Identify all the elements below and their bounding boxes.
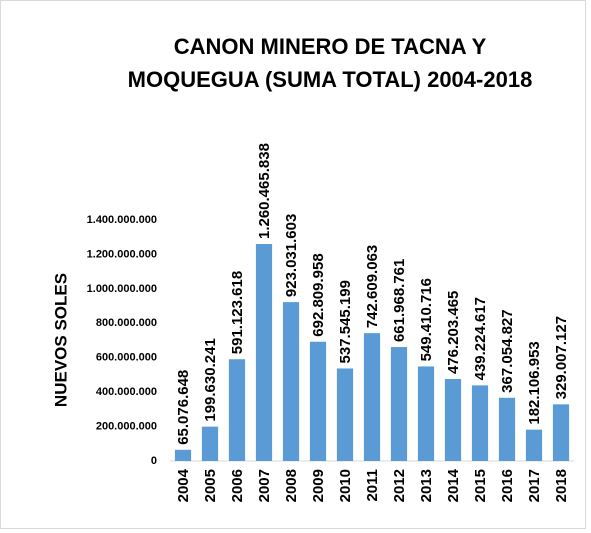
x-tick-label: 2012: [391, 469, 408, 502]
y-tick-label: 1.400.000.000: [87, 214, 157, 226]
chart-title: CANON MINERO DE TACNA Y MOQUEGUA (SUMA T…: [127, 34, 533, 92]
bar: [228, 359, 246, 461]
data-label: 367.054.827: [499, 309, 516, 392]
bar: [201, 426, 219, 461]
x-tick-label: 2008: [283, 469, 300, 502]
data-label: 591.123.618: [229, 271, 246, 354]
y-tick-label: 200.000.000: [96, 420, 157, 432]
x-tick-label: 2016: [499, 469, 516, 502]
x-tick-label: 2004: [175, 468, 192, 502]
data-label: 329.007.127: [553, 316, 570, 399]
bar: [309, 341, 327, 461]
y-tick-label: 600.000.000: [96, 352, 157, 364]
data-label: 923.031.603: [283, 214, 300, 297]
bar: [525, 429, 543, 461]
x-tick-label: 2014: [445, 468, 462, 502]
x-tick-label: 2009: [310, 469, 327, 502]
data-label: 182.106.953: [526, 341, 543, 424]
x-tick-label: 2018: [553, 469, 570, 502]
y-tick-label: 400.000.000: [96, 386, 157, 398]
x-tick-label: 2015: [472, 469, 489, 502]
bar: [471, 385, 489, 461]
bar: [363, 333, 381, 461]
data-label: 537.545.199: [337, 280, 354, 363]
data-label: 65.076.648: [175, 370, 192, 445]
y-tick-label: 1.200.000.000: [87, 248, 157, 260]
bar: [498, 397, 516, 461]
bar: [174, 449, 192, 461]
x-tick-label: 2017: [526, 469, 543, 502]
x-tick-label: 2010: [337, 469, 354, 502]
data-label: 439.224.617: [472, 297, 489, 380]
data-label: 1.260.465.838: [256, 143, 273, 239]
bar: [552, 404, 570, 461]
bar: [255, 244, 273, 461]
bar: [390, 347, 408, 461]
data-label: 476.203.465: [445, 291, 462, 374]
data-label: 199.630.241: [202, 338, 219, 421]
bar: [282, 302, 300, 461]
bar: [417, 366, 435, 461]
data-label: 692.809.958: [310, 253, 327, 336]
data-label: 742.609.063: [364, 245, 381, 328]
bar: [336, 368, 354, 461]
x-tick-label: 2005: [202, 469, 219, 502]
data-label: 549.410.716: [418, 278, 435, 361]
data-label: 661.968.761: [391, 259, 408, 342]
x-tick-label: 2007: [256, 469, 273, 502]
bar: [444, 379, 462, 461]
y-tick-label: 1.000.000.000: [87, 283, 157, 295]
y-tick-label: 800.000.000: [96, 317, 157, 329]
y-tick-label: 0: [151, 455, 157, 467]
y-axis-label: NUEVOS SOLES: [51, 273, 70, 407]
x-tick-label: 2006: [229, 469, 246, 502]
x-tick-label: 2013: [418, 469, 435, 502]
x-tick-label: 2011: [364, 469, 381, 502]
